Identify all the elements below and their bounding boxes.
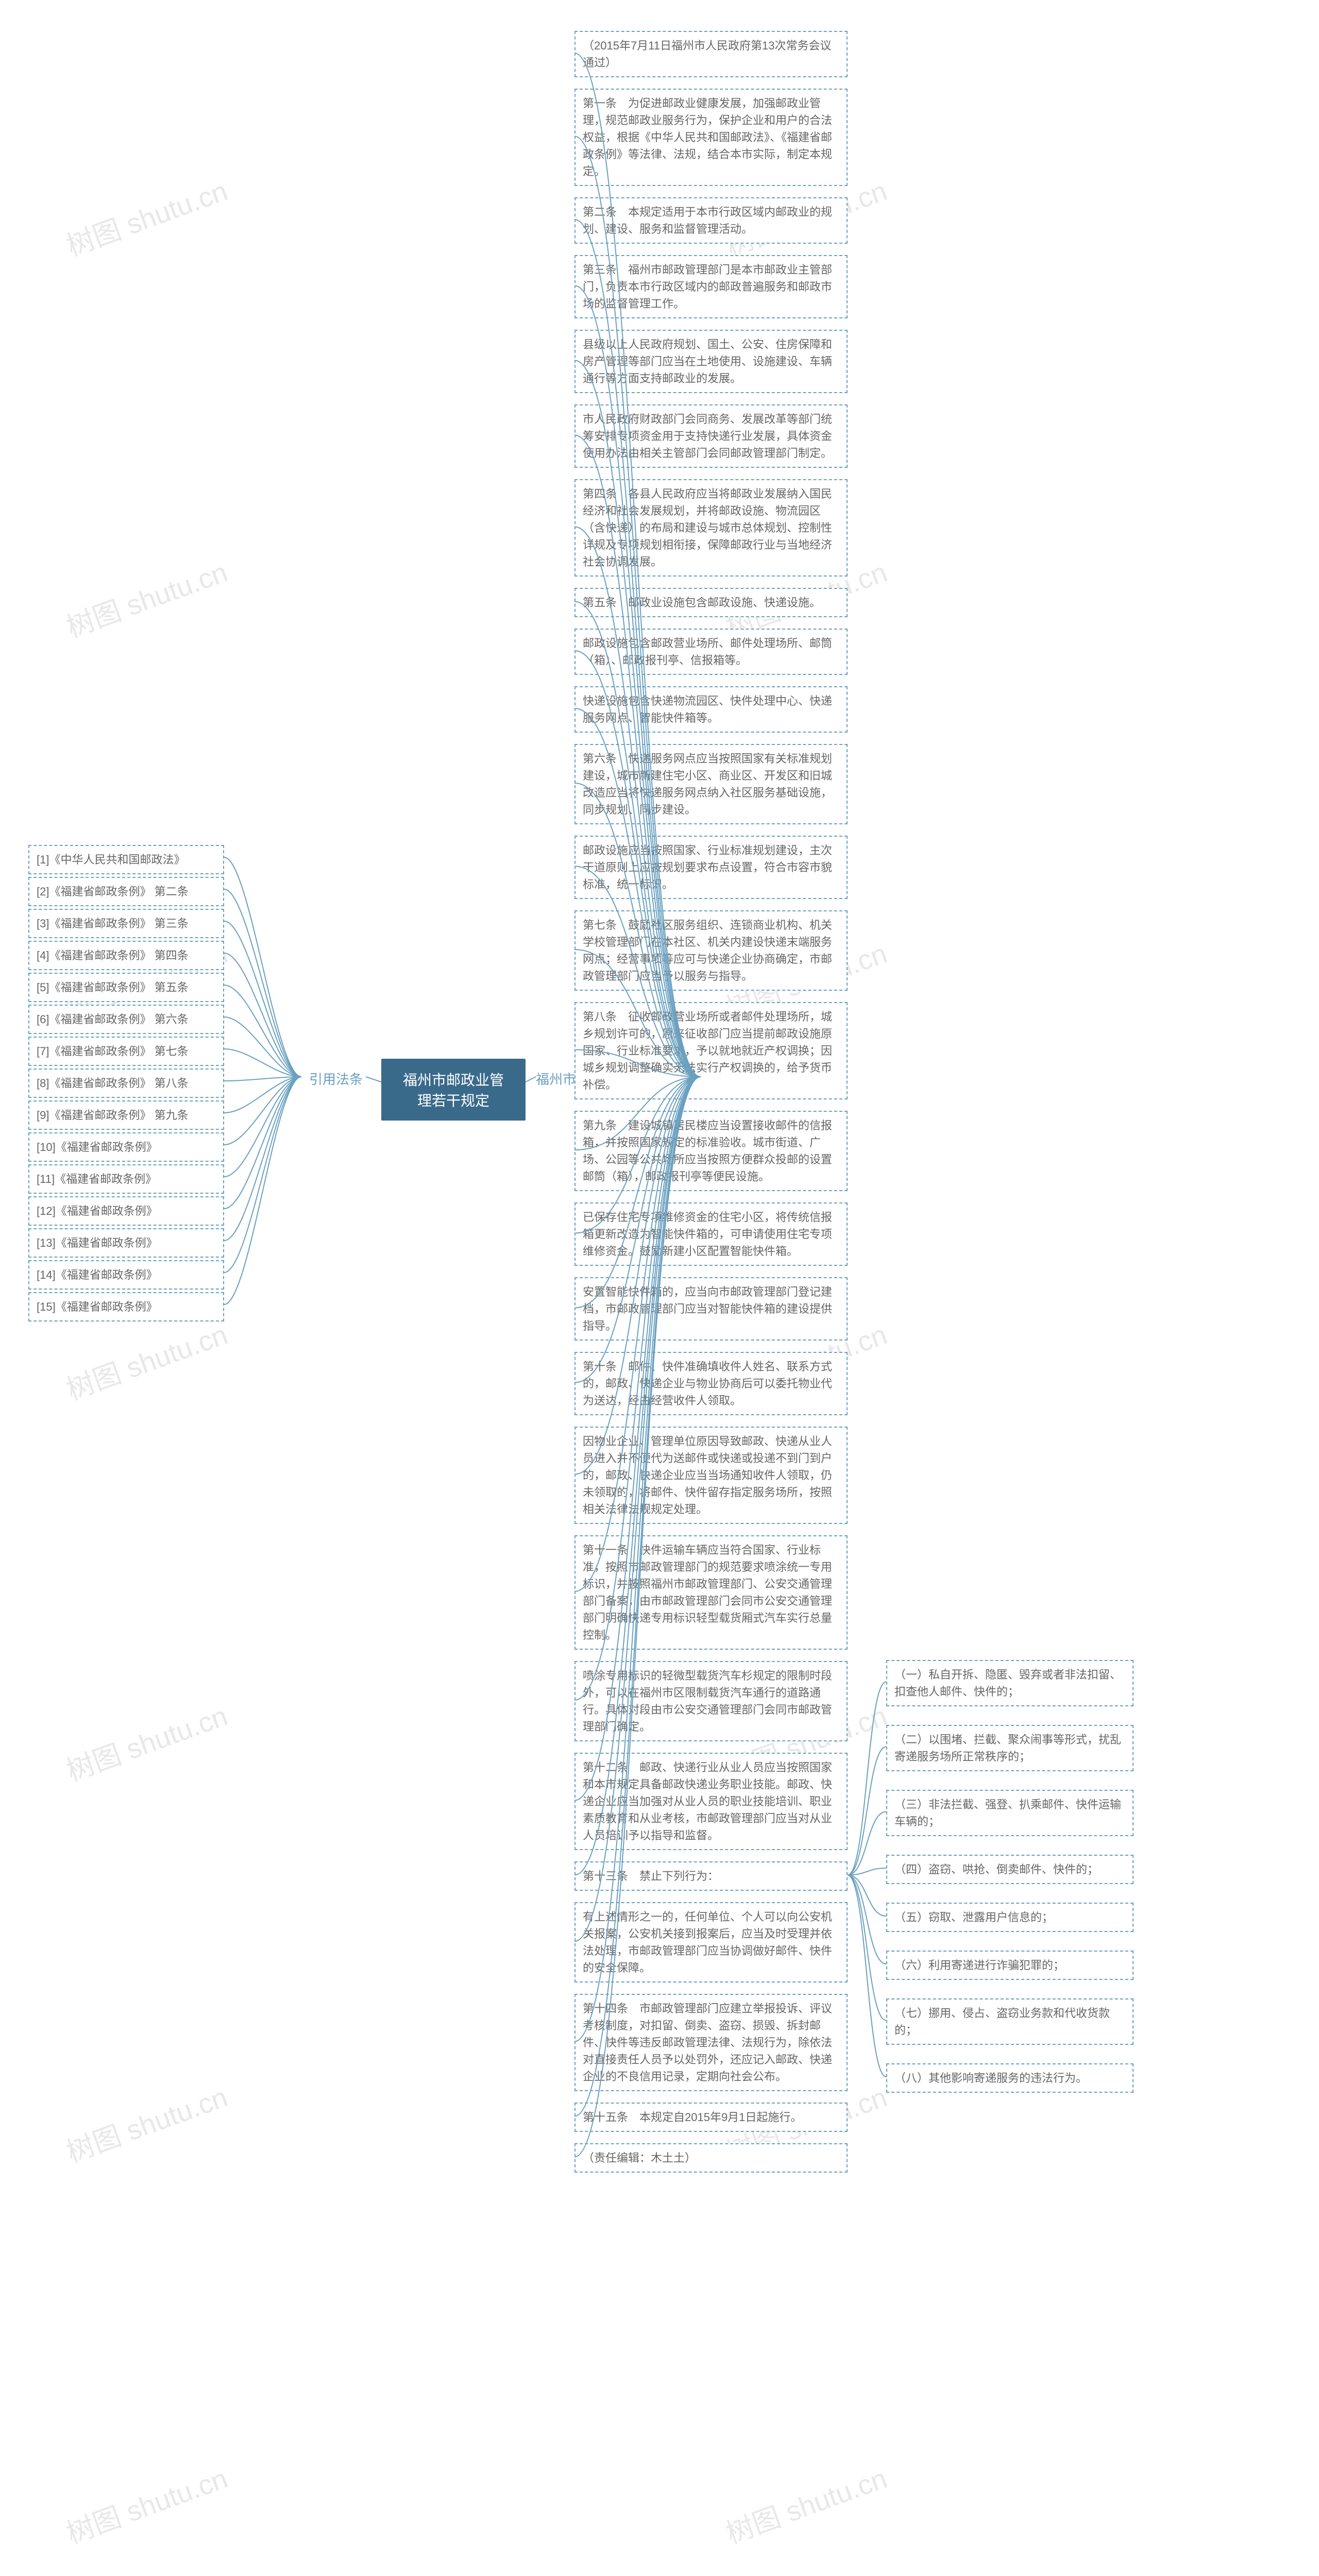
left-leaf-node: [4]《福建省邮政条例》 第四条: [28, 941, 224, 970]
right-leaf-node: 第四条 各县人民政府应当将邮政业发展纳入国民经济和社会发展规划，并将邮政设施、物…: [574, 479, 848, 577]
central-node: 福州市邮政业管理若干规定: [381, 1059, 526, 1121]
watermark: 树图 shutu.cn: [719, 2455, 891, 2551]
right-leaf-node: 邮政设施包含邮政营业场所、邮件处理场所、邮筒（箱）、邮政报刊亭、信报箱等。: [574, 629, 848, 675]
right-leaf-node: 有上述情形之一的，任何单位、个人可以向公安机关报案，公安机关接到报案后，应当及时…: [574, 1902, 848, 1982]
sub-leaf-node: （一）私自开拆、隐匿、毁弃或者非法扣留、扣查他人邮件、快件的；: [886, 1660, 1134, 1706]
left-leaf-node: [14]《福建省邮政条例》: [28, 1260, 224, 1290]
right-leaf-node: 县级以上人民政府规划、国土、公安、住房保障和房产管理等部门应当在土地使用、设施建…: [574, 330, 848, 393]
left-leaf-node: [10]《福建省邮政条例》: [28, 1132, 224, 1162]
left-leaf-node: [15]《福建省邮政条例》: [28, 1292, 224, 1321]
right-leaf-node: 第二条 本规定适用于本市行政区域内邮政业的规划、建设、服务和监督管理活动。: [574, 197, 848, 244]
right-leaf-node: 第六条 快递服务网点应当按照国家有关标准规划建设，城市新建住宅小区、商业区、开发…: [574, 744, 848, 824]
branch-left-text: 引用法条: [309, 1072, 363, 1087]
right-leaf-node: 市人民政府财政部门会同商务、发展改革等部门统筹安排专项资金用于支持快递行业发展，…: [574, 404, 848, 468]
right-leaf-node: 第七条 鼓励社区服务组织、连锁商业机构、机关学校管理部门在本社区、机关内建设快递…: [574, 910, 848, 991]
left-leaf-node: [2]《福建省邮政条例》 第二条: [28, 877, 224, 906]
central-node-text: 福州市邮政业管理若干规定: [403, 1072, 504, 1109]
right-leaf-node: （责任编辑：木土土）: [574, 2143, 848, 2173]
watermark: 树图 shutu.cn: [60, 2455, 232, 2551]
right-leaf-node: 邮政设施应当按照国家、行业标准规划建设，主次干道原则上应按规划要求布点设置，符合…: [574, 836, 848, 899]
sub-leaf-node: （四）盗窃、哄抢、倒卖邮件、快件的；: [886, 1855, 1134, 1884]
right-leaf-node: 第十五条 本规定自2015年9月1日起施行。: [574, 2103, 848, 2132]
sub-leaf-node: （三）非法拦截、强登、扒乘邮件、快件运输车辆的；: [886, 1790, 1134, 1836]
left-leaf-node: [5]《福建省邮政条例》 第五条: [28, 973, 224, 1002]
right-leaf-node: 第八条 征收邮政营业场所或者邮件处理场所，城乡规划许可的，原来征收部门应当提前邮…: [574, 1002, 848, 1099]
sub-leaf-node: （五）窃取、泄露用户信息的；: [886, 1903, 1134, 1932]
watermark: 树图 shutu.cn: [60, 549, 232, 645]
left-leaf-node: [6]《福建省邮政条例》 第六条: [28, 1005, 224, 1034]
left-leaf-node: [3]《福建省邮政条例》 第三条: [28, 909, 224, 938]
right-leaf-node: 因物业企业、管理单位原因导致邮政、快递从业人员进入并不便代为送邮件或快递或投递不…: [574, 1427, 848, 1524]
right-leaf-node: 第三条 福州市邮政管理部门是本市邮政业主管部门，负责本市行政区域内的邮政普遍服务…: [574, 255, 848, 318]
right-leaf-node: 第一条 为促进邮政业健康发展，加强邮政业管理，规范邮政业服务行为，保护企业和用户…: [574, 89, 848, 186]
left-leaf-node: [9]《福建省邮政条例》 第九条: [28, 1100, 224, 1130]
sub-leaf-node: （六）利用寄递进行诈骗犯罪的；: [886, 1951, 1134, 1980]
left-leaf-node: [13]《福建省邮政条例》: [28, 1228, 224, 1258]
right-leaf-node: 第十一条 快件运输车辆应当符合国家、行业标准，按照市邮政管理部门的规范要求喷涂统…: [574, 1535, 848, 1650]
right-leaf-node: 已保存住宅专项维修资金的住宅小区，将传统信报箱更新改造为智能快件箱的，可申请使用…: [574, 1202, 848, 1266]
right-leaf-node: 第十三条 禁止下列行为：: [574, 1861, 848, 1891]
right-leaf-node: 喷涂专用标识的轻微型载货汽车杉规定的限制时段外，可以在福州市区限制载货汽车通行的…: [574, 1661, 848, 1741]
watermark: 树图 shutu.cn: [60, 168, 232, 264]
left-leaf-node: [11]《福建省邮政条例》: [28, 1164, 224, 1194]
right-leaf-node: 安置智能快件箱的，应当向市邮政管理部门登记建档，市邮政管理部门应当对智能快件箱的…: [574, 1277, 848, 1341]
right-leaf-node: 第九条 建设城镇居民楼应当设置接收邮件的信报箱，并按照国家规定的标准验收。城市街…: [574, 1111, 848, 1191]
mindmap-diagram: 树图 shutu.cn 树图 shutu.cn 树图 shutu.cn 树图 shut…: [0, 0, 1319, 2576]
sub-leaf-node: （七）挪用、侵占、盗窃业务款和代收货款的；: [886, 1998, 1134, 2045]
sub-leaf-node: （八）其他影响寄递服务的违法行为。: [886, 2063, 1134, 2093]
right-leaf-node: 第五条 邮政业设施包含邮政设施、快递设施。: [574, 588, 848, 617]
right-leaf-node: 第十二条 邮政、快递行业从业人员应当按照国家和本市规定具备邮政快递业务职业技能。…: [574, 1753, 848, 1850]
branch-label-left: 引用法条: [309, 1069, 363, 1088]
watermark: 树图 shutu.cn: [60, 1693, 232, 1789]
right-leaf-node: 第十四条 市邮政管理部门应建立举报投诉、评议考核制度，对扣留、倒卖、盗窃、损毁、…: [574, 1994, 848, 2091]
left-leaf-node: [1]《中华人民共和国邮政法》: [28, 845, 224, 874]
left-leaf-node: [8]《福建省邮政条例》 第八条: [28, 1069, 224, 1098]
watermark: 树图 shutu.cn: [60, 2074, 232, 2170]
watermark: 树图 shutu.cn: [60, 1312, 232, 1408]
sub-leaf-node: （二）以围堵、拦截、聚众闹事等形式，扰乱寄递服务场所正常秩序的；: [886, 1725, 1134, 1771]
right-leaf-node: （2015年7月11日福州市人民政府第13次常务会议通过）: [574, 31, 848, 77]
left-leaf-node: [12]《福建省邮政条例》: [28, 1196, 224, 1226]
right-leaf-node: 第十条 邮件、快件准确填收件人姓名、联系方式的，邮政、快递企业与物业协商后可以委…: [574, 1352, 848, 1415]
left-leaf-node: [7]《福建省邮政条例》 第七条: [28, 1037, 224, 1066]
right-leaf-node: 快递设施包含快递物流园区、快件处理中心、快递服务网点、智能快件箱等。: [574, 686, 848, 733]
